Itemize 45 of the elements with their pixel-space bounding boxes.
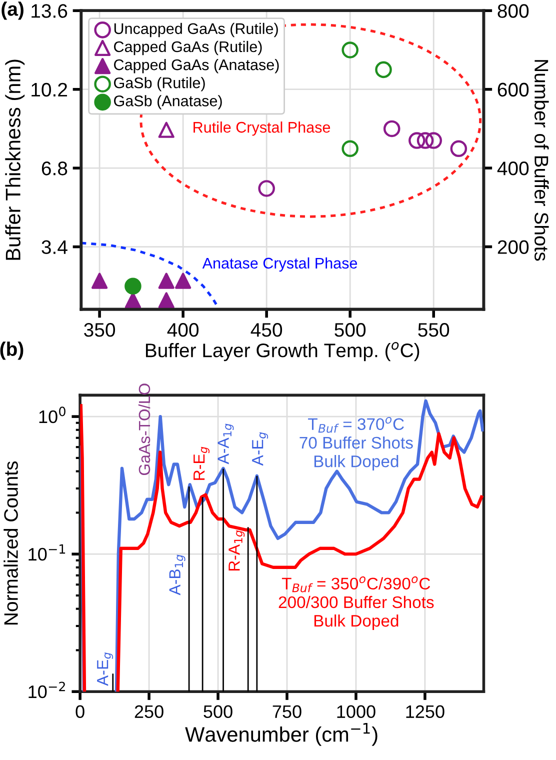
y-tick-label: 10$^{−1}$ bbox=[28, 544, 66, 561]
x-tick-label: 500 bbox=[204, 705, 232, 718]
chart-title: (b) bbox=[0, 342, 24, 360]
legend-label: GaSb (Anatase) bbox=[114, 95, 222, 110]
legend-label: Capped GaAs (Rutile) bbox=[114, 40, 262, 56]
x-tick-label: 1250 bbox=[406, 705, 444, 718]
x-tick-label: 350 bbox=[84, 323, 116, 337]
annotation: A-E$_{g}$ bbox=[97, 652, 114, 686]
series-label: T$_{Buf}$ = 370$^{o}$C 70 Buffer Shots Bulk Doped bbox=[300, 416, 413, 471]
x-tick-label: 1000 bbox=[337, 705, 376, 718]
y-tick-label: 10.2 bbox=[32, 82, 68, 97]
y2-tick-label: 200 bbox=[498, 240, 529, 254]
legend-label: Uncapped GaAs (Rutile) bbox=[114, 22, 278, 38]
y2-axis-title: Number of Buffer Shots bbox=[534, 60, 549, 261]
y2-tick-label: 800 bbox=[498, 4, 529, 18]
legend-label: Capped GaAs (Anatase) bbox=[114, 58, 279, 74]
y-tick-label: 3.4 bbox=[42, 240, 68, 254]
annotation: A-B$_{1g}$ bbox=[169, 554, 186, 596]
annotation: Anatase Crystal Phase bbox=[202, 257, 358, 272]
x-tick-label: 250 bbox=[134, 705, 164, 718]
annotation: GaAs-TO/LO bbox=[138, 384, 150, 476]
x-tick-label: 400 bbox=[167, 323, 199, 337]
x-tick-label: 550 bbox=[418, 323, 450, 337]
y-tick-label: 10$^{−2}$ bbox=[28, 682, 65, 698]
x-tick-label: 0 bbox=[76, 705, 84, 718]
x-axis-title: Buffer Layer Growth Temp. ($^{o}$C) bbox=[146, 342, 420, 362]
annotation: A-A$_{1g}$ bbox=[218, 424, 234, 464]
x-axis-title: Wavenumber (cm$^{−1}$) bbox=[185, 723, 378, 746]
x-tick-label: 450 bbox=[250, 323, 282, 337]
y-tick-label: 13.6 bbox=[32, 4, 68, 18]
text: T$_{Buf}$ = 350$^{o}$C/390$^{o}$C 200/300 Buffer Shots Bulk Doped bbox=[278, 576, 434, 630]
y2-tick-label: 400 bbox=[497, 162, 529, 176]
x-tick-label: 750 bbox=[272, 705, 302, 718]
y-tick-label: 6.8 bbox=[42, 162, 68, 176]
y-axis-title: Normalized Counts bbox=[4, 461, 18, 624]
x-tick-label: 500 bbox=[334, 323, 366, 337]
y2-tick-label: 600 bbox=[498, 82, 529, 97]
legend-label: GaSb (Rutile) bbox=[114, 77, 205, 92]
annotation: A-E$_{g}$ bbox=[252, 432, 268, 466]
annotation: R-A$_{1g}$ bbox=[228, 530, 245, 571]
annotation: Rutile Crystal Phase bbox=[194, 122, 330, 136]
y-axis-title: Buffer Thickness (nm) bbox=[5, 60, 25, 260]
chart-title: (a) bbox=[2, 2, 24, 20]
annotation: R-E$_{g}$ bbox=[194, 446, 210, 480]
y-tick-label: 10$^{0}$ bbox=[39, 406, 66, 424]
